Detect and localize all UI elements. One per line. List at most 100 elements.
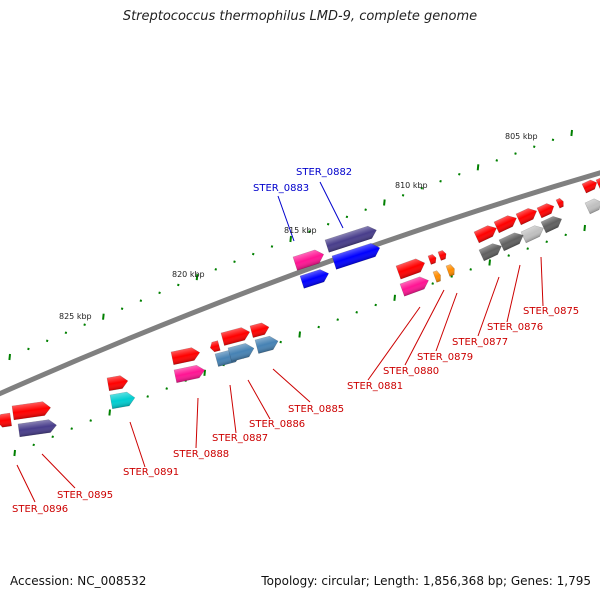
- gene-arrow[interactable]: [399, 274, 431, 297]
- gene-arrow[interactable]: [478, 241, 504, 262]
- leader-line: [195, 397, 199, 449]
- scale-label: 810 kbp: [395, 181, 428, 190]
- leader-line: [319, 181, 344, 229]
- tick-mark: [545, 240, 548, 244]
- tick-mark: [551, 138, 555, 142]
- tick-mark: [514, 152, 517, 155]
- gene-label[interactable]: STER_0887: [212, 433, 268, 444]
- gene-arrow[interactable]: [220, 326, 251, 346]
- gene-arrow[interactable]: [170, 346, 201, 366]
- tick-mark: [336, 318, 339, 321]
- gene-arrow[interactable]: [299, 267, 331, 289]
- gene-arrow[interactable]: [540, 214, 564, 234]
- tick-mark: [64, 331, 68, 335]
- tick-mark: [89, 419, 92, 422]
- tick-mark: [251, 252, 255, 256]
- gene-arrow[interactable]: [473, 223, 499, 244]
- tick-mark: [270, 245, 274, 248]
- leader-line: [229, 384, 237, 434]
- gene-arrow[interactable]: [427, 254, 438, 265]
- tick-mark: [488, 259, 491, 266]
- gene-arrow[interactable]: [395, 256, 427, 280]
- scale-label: 825 kbp: [59, 312, 92, 321]
- tick-mark: [317, 325, 320, 329]
- gene-arrow[interactable]: [437, 250, 448, 261]
- gene-arrow[interactable]: [520, 223, 546, 244]
- gene-label[interactable]: STER_0885: [288, 404, 344, 415]
- tick-mark: [495, 159, 499, 162]
- gene-arrow[interactable]: [498, 230, 526, 252]
- gene-arrow[interactable]: [0, 412, 12, 428]
- gene-arrow[interactable]: [331, 241, 382, 270]
- tick-mark: [431, 282, 434, 285]
- tick-mark: [439, 179, 442, 183]
- gene-arrow[interactable]: [581, 178, 599, 194]
- leader-line: [540, 256, 544, 307]
- gene-label[interactable]: STER_0896: [12, 504, 68, 515]
- gene-label[interactable]: STER_0876: [487, 322, 543, 333]
- gene-label[interactable]: STER_0888: [173, 449, 229, 460]
- gene-labels: STER_0875 STER_0876 STER_0877 STER_0879 STER…: [12, 167, 579, 515]
- tick-mark: [355, 311, 358, 314]
- gene-arrow[interactable]: [254, 334, 280, 354]
- gene-arrow[interactable]: [17, 419, 57, 438]
- scale-label: 805 kbp: [505, 132, 538, 141]
- gene-arrow[interactable]: [11, 401, 52, 421]
- leader-line: [16, 464, 36, 503]
- gene-label[interactable]: STER_0879: [417, 352, 473, 363]
- gene-features[interactable]: [0, 176, 600, 438]
- tick-mark: [195, 274, 199, 281]
- tick-mark: [326, 222, 330, 226]
- gene-arrow[interactable]: [324, 224, 378, 253]
- gene-arrow[interactable]: [432, 270, 442, 283]
- gene-arrow[interactable]: [209, 340, 221, 353]
- gene-arrow[interactable]: [109, 391, 136, 410]
- leader-line: [477, 276, 500, 337]
- gene-arrow[interactable]: [249, 321, 270, 338]
- genome-stats-text: Topology: circular; Length: 1,856,368 bp…: [261, 574, 591, 588]
- gene-arrow[interactable]: [106, 375, 129, 392]
- gene-arrow[interactable]: [445, 264, 456, 277]
- tick-mark: [298, 331, 301, 338]
- gene-arrow[interactable]: [493, 213, 519, 234]
- tick-mark: [564, 233, 567, 237]
- gene-label[interactable]: STER_0877: [452, 337, 508, 348]
- label-leader-lines: [16, 181, 544, 503]
- tick-mark: [308, 230, 311, 233]
- tick-mark: [458, 172, 461, 176]
- tick-mark: [83, 323, 86, 326]
- gene-label[interactable]: STER_0875: [523, 306, 579, 317]
- gene-arrow[interactable]: [584, 197, 600, 215]
- tick-mark: [401, 194, 405, 197]
- tick-mark: [146, 395, 149, 398]
- tick-mark: [102, 313, 105, 320]
- gene-label[interactable]: STER_0880: [383, 366, 439, 377]
- gene-arrow[interactable]: [515, 206, 539, 226]
- gene-label[interactable]: STER_0891: [123, 467, 179, 478]
- tick-mark: [120, 307, 124, 310]
- tick-mark: [158, 291, 161, 295]
- tick-mark: [8, 353, 11, 361]
- tick-mark: [393, 294, 396, 301]
- gene-arrow[interactable]: [227, 342, 256, 362]
- gene-arrow[interactable]: [292, 248, 326, 271]
- gene-arrow[interactable]: [173, 364, 206, 384]
- tick-mark: [450, 275, 453, 278]
- gene-label[interactable]: STER_0881: [347, 381, 403, 392]
- gene-label[interactable]: STER_0883: [253, 183, 309, 194]
- genome-backbone: [0, 170, 600, 397]
- gene-label[interactable]: STER_0895: [57, 490, 113, 501]
- gene-label[interactable]: STER_0886: [249, 419, 305, 430]
- tick-mark: [420, 186, 424, 190]
- leader-line: [41, 453, 76, 489]
- leader-line: [277, 195, 295, 242]
- gene-arrow[interactable]: [555, 197, 565, 209]
- tick-mark: [583, 224, 586, 232]
- tick-mark: [214, 268, 218, 271]
- gene-label[interactable]: STER_0882: [296, 167, 352, 178]
- gene-arrow[interactable]: [536, 201, 556, 219]
- scale-labels: 805 kbp 810 kbp 815 kbp 820 kbp 825 kbp: [59, 132, 538, 321]
- tick-mark: [70, 427, 73, 430]
- tick-mark: [32, 443, 35, 447]
